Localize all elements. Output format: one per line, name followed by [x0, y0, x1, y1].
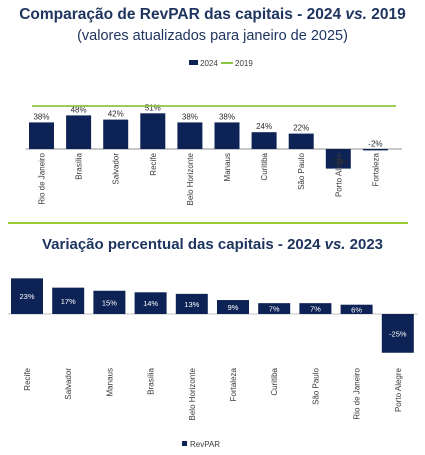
- category-label-curitiba: Curitiba: [260, 152, 269, 180]
- value-label-fortaleza: -2%: [368, 139, 382, 148]
- value-label-rio-de-janeiro: 6%: [351, 305, 362, 314]
- category-label-porto-alegre: Porto Alegre: [394, 367, 403, 412]
- category-label-belo-horizonte: Belo Horizonte: [188, 367, 197, 420]
- value-label-manaus: 15%: [102, 298, 117, 307]
- value-label-salvador: 17%: [61, 297, 76, 306]
- category-label-belo-horizonte: Belo Horizonte: [186, 152, 195, 205]
- bar-fortaleza: [362, 149, 388, 151]
- category-label-curitiba: Curitiba: [270, 367, 279, 395]
- revpar-2024-vs-2023-chart: 23% Recife 17% Salvador 15% Manaus 14% Brasília…: [8, 278, 418, 449]
- section-divider: [8, 222, 408, 224]
- value-label-porto-alegre: -28%: [329, 158, 348, 167]
- value-label-curitiba: 7%: [269, 305, 280, 314]
- chart2-title: Variação percentual das capitais - 2024 …: [41, 236, 384, 253]
- category-label-fortaleza: Fortaleza: [371, 152, 380, 186]
- category-label-recife: Recife: [149, 152, 158, 175]
- bar-salvador: [52, 287, 85, 314]
- bar-porto-alegre: [325, 149, 351, 169]
- bar-manaus: [214, 122, 240, 149]
- bar-recife: [140, 113, 166, 149]
- bar-manaus: [93, 290, 126, 314]
- bar-brasilia: [66, 115, 92, 149]
- category-label-rio-de-janeiro: Rio de Janeiro: [353, 367, 362, 419]
- bar-sao-paulo: [288, 133, 314, 149]
- bar-belo-horizonte: [175, 293, 208, 314]
- chart1-subtitle: (valores atualizados para janeiro de 202…: [77, 28, 348, 44]
- category-label-brasilia: Brasília: [147, 367, 156, 394]
- bar-curitiba: [258, 303, 291, 314]
- category-label-salvador: Salvador: [112, 153, 121, 185]
- legend-label-revpar: RevPAR: [190, 440, 220, 449]
- bar-sao-paulo: [299, 303, 332, 314]
- value-label-salvador: 42%: [108, 110, 124, 119]
- revpar-2024-vs-2019-chart: 2024 2019 38% Rio de Janeiro 48% Brasília 42% S…: [26, 59, 402, 205]
- category-label-sao-paulo: São Paulo: [311, 367, 320, 404]
- category-label-fortaleza: Fortaleza: [229, 367, 238, 401]
- value-label-porto-alegre: -25%: [389, 329, 407, 338]
- category-label-porto-alegre: Porto Alegre: [334, 152, 343, 197]
- bar-rio-de-janeiro: [29, 122, 54, 149]
- legend-label-2019: 2019: [235, 59, 253, 68]
- category-label-salvador: Salvador: [64, 368, 73, 400]
- category-label-manaus: Manaus: [223, 153, 232, 181]
- value-label-rio-de-janeiro: 38%: [33, 112, 49, 121]
- value-label-fortaleza: 9%: [228, 303, 239, 312]
- value-label-sao-paulo: 7%: [310, 305, 321, 314]
- bar-recife: [11, 278, 43, 314]
- bar-salvador: [103, 119, 129, 149]
- bar-rio-de-janeiro: [340, 304, 373, 314]
- value-label-manaus: 38%: [219, 112, 235, 121]
- legend-label-2024: 2024: [200, 59, 218, 68]
- value-label-recife: 23%: [19, 292, 34, 301]
- category-label-recife: Recife: [23, 367, 32, 390]
- value-label-curitiba: 24%: [256, 122, 272, 131]
- category-label-brasilia: Brasília: [75, 152, 84, 179]
- value-label-recife: 51%: [145, 103, 161, 112]
- bar-brasilia: [134, 292, 167, 314]
- bar-porto-alegre: [381, 314, 414, 353]
- bar-fortaleza: [217, 300, 249, 314]
- bar-curitiba: [251, 132, 277, 149]
- value-label-brasilia: 48%: [71, 105, 87, 114]
- value-label-belo-horizonte: 38%: [182, 112, 198, 121]
- category-label-sao-paulo: São Paulo: [297, 152, 306, 189]
- value-label-brasilia: 14%: [143, 299, 158, 308]
- value-label-sao-paulo: 22%: [293, 124, 309, 133]
- bar-belo-horizonte: [177, 122, 203, 149]
- category-label-rio-de-janeiro: Rio de Janeiro: [38, 152, 47, 204]
- chart1-title: Comparação de RevPAR das capitais - 2024…: [19, 6, 406, 23]
- category-label-manaus: Manaus: [105, 368, 114, 396]
- value-label-belo-horizonte: 13%: [184, 300, 199, 309]
- legend-swatch-2024: [189, 60, 198, 65]
- legend-swatch-revpar: [182, 441, 187, 446]
